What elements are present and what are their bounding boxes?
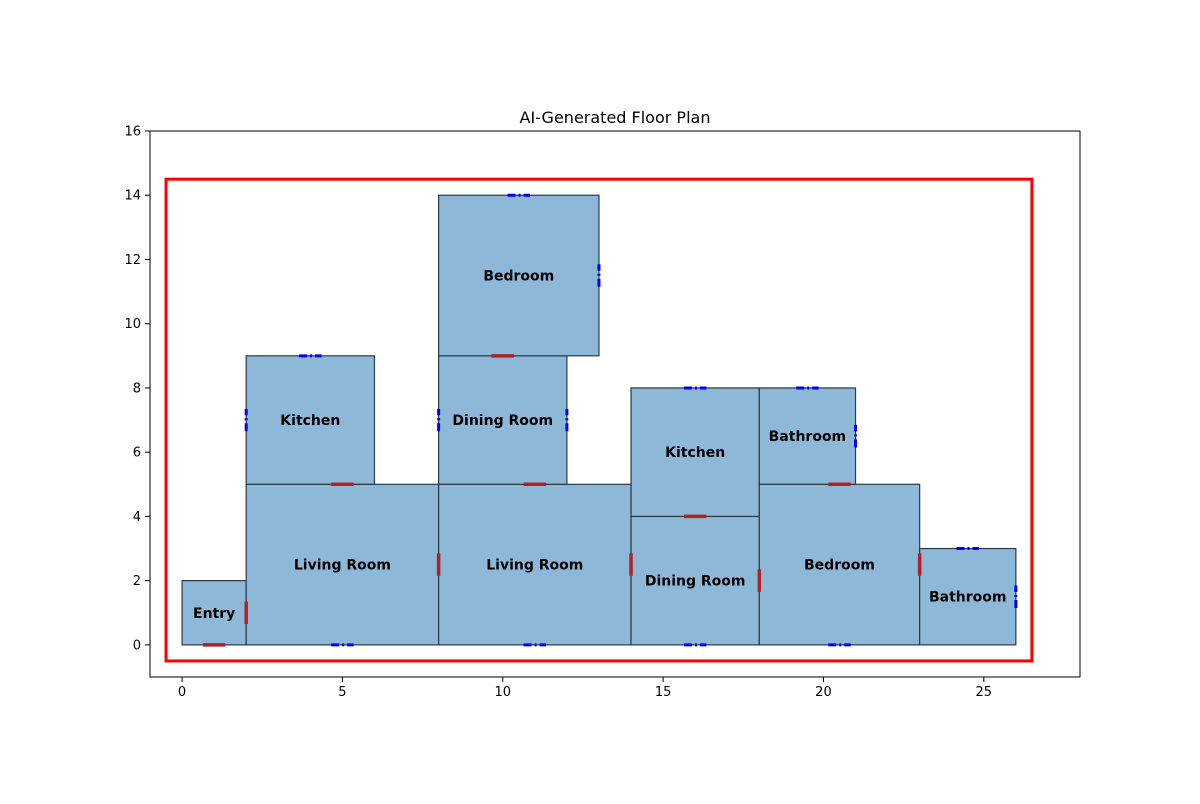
boundary-layer bbox=[164, 177, 1034, 663]
rooms-layer bbox=[181, 194, 1017, 646]
plot-frame bbox=[149, 130, 1081, 678]
room-rect bbox=[181, 580, 247, 646]
doors-layer bbox=[202, 354, 922, 647]
room-label: Bathroom bbox=[769, 429, 847, 445]
y-tick-label: 6 bbox=[133, 446, 141, 461]
room-rect bbox=[438, 483, 632, 646]
room-rect bbox=[758, 387, 857, 485]
room-rect bbox=[438, 355, 568, 485]
room-label: Living Room bbox=[486, 558, 583, 574]
room-label: Dining Room bbox=[645, 574, 746, 590]
y-tick-label: 14 bbox=[124, 189, 141, 204]
y-tick-label: 2 bbox=[133, 574, 141, 589]
room-label: Kitchen bbox=[665, 445, 725, 461]
y-tick-label: 16 bbox=[124, 125, 141, 140]
room-label: Bathroom bbox=[929, 590, 1007, 606]
axes-layer: 0 5 10 15 20 25 0 2 4 6 8 10 12 14 16 bbox=[124, 125, 1081, 700]
room-rect bbox=[438, 194, 600, 357]
y-tick-label: 12 bbox=[124, 253, 141, 268]
x-tick-label: 10 bbox=[494, 685, 511, 700]
windows-layer bbox=[244, 193, 1018, 647]
room-label: Entry bbox=[193, 606, 235, 622]
room-label: Dining Room bbox=[452, 413, 553, 429]
x-tick-label: 15 bbox=[655, 685, 672, 700]
y-tick-label: 8 bbox=[133, 381, 141, 396]
y-tick-label: 10 bbox=[124, 317, 141, 332]
x-tick-label: 20 bbox=[815, 685, 832, 700]
y-tick-label: 0 bbox=[133, 638, 141, 653]
chart-title: AI-Generated Floor Plan bbox=[520, 108, 711, 127]
room-label: Living Room bbox=[294, 558, 391, 574]
x-tick-label: 0 bbox=[178, 685, 186, 700]
room-label: Kitchen bbox=[280, 413, 340, 429]
site-boundary bbox=[164, 177, 1034, 663]
room-rect bbox=[630, 387, 760, 518]
x-tick-label: 5 bbox=[338, 685, 346, 700]
room-rect bbox=[245, 483, 440, 646]
y-tick-label: 4 bbox=[133, 510, 141, 525]
room-label: Bedroom bbox=[804, 558, 875, 574]
room-label: Bedroom bbox=[483, 269, 554, 285]
room-labels-layer: Entry Living Room Kitchen Living Room Dining… bbox=[193, 269, 1007, 622]
x-tick-label: 25 bbox=[976, 685, 993, 700]
